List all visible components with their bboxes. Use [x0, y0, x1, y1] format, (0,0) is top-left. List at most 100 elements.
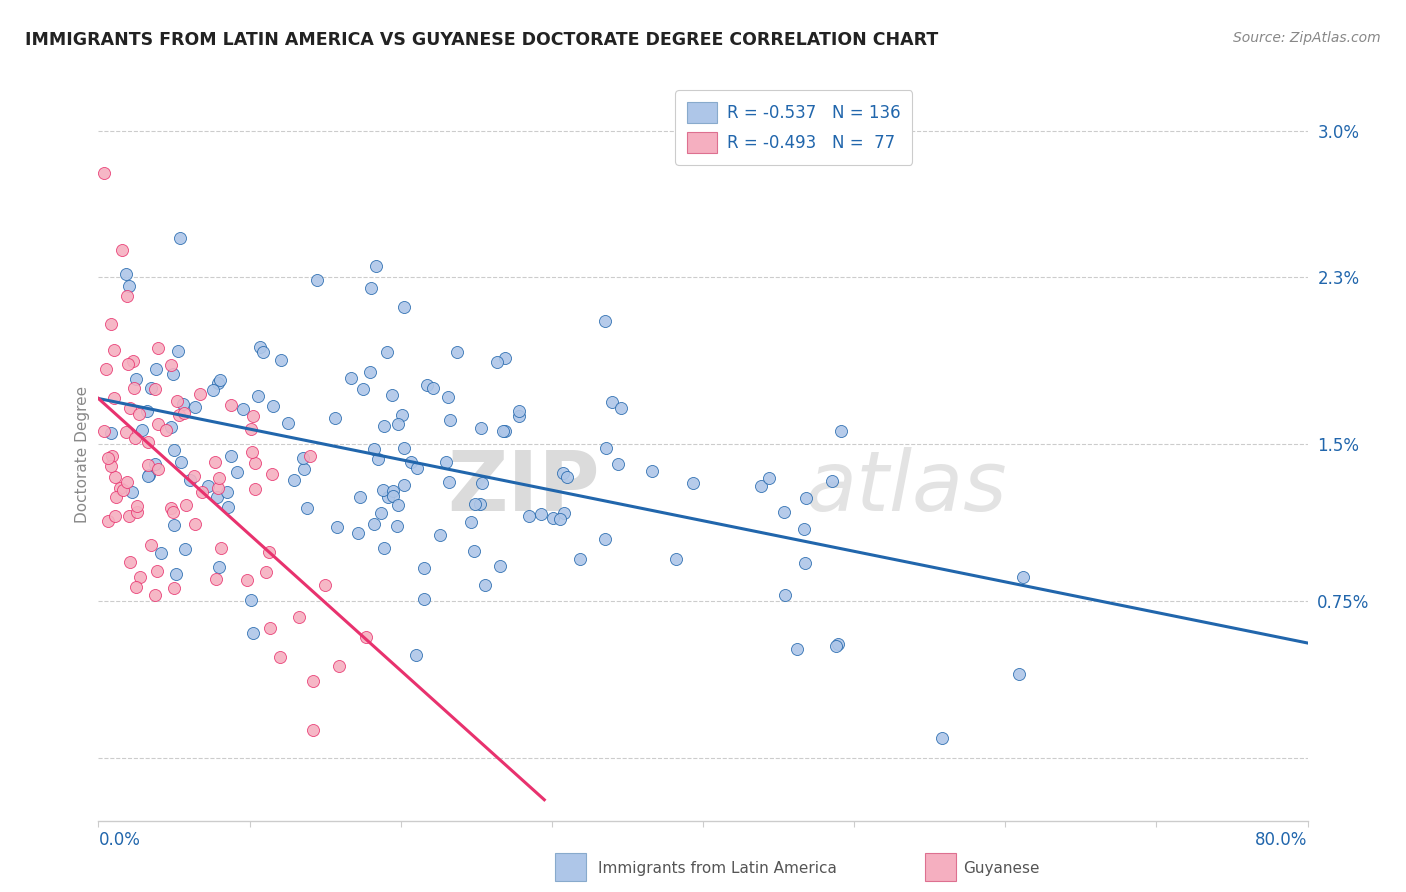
Point — [363, 516, 385, 531]
Point — [277, 417, 299, 431]
Point — [830, 424, 852, 438]
Point — [104, 490, 127, 504]
Point — [121, 354, 143, 368]
Point — [609, 401, 631, 416]
Point — [170, 455, 193, 469]
Point — [226, 465, 249, 479]
Point — [100, 317, 122, 331]
Point — [429, 527, 451, 541]
Text: Immigrants from Latin America: Immigrants from Latin America — [598, 861, 837, 876]
Point — [125, 580, 148, 594]
Point — [148, 461, 170, 475]
Text: IMMIGRANTS FROM LATIN AMERICA VS GUYANESE DOCTORATE DEGREE CORRELATION CHART: IMMIGRANTS FROM LATIN AMERICA VS GUYANES… — [25, 31, 939, 49]
Point — [103, 391, 125, 405]
Point — [381, 388, 404, 402]
Point — [202, 383, 225, 397]
Point — [405, 461, 427, 475]
Point — [184, 400, 207, 414]
Point — [118, 279, 141, 293]
Point — [359, 366, 381, 380]
Point — [97, 514, 120, 528]
Point — [209, 373, 232, 387]
Point — [124, 431, 146, 445]
Point — [305, 273, 328, 287]
Point — [391, 408, 413, 422]
Point — [439, 413, 461, 427]
Point — [167, 408, 190, 422]
Point — [236, 573, 259, 587]
Point — [249, 341, 271, 355]
Point — [131, 424, 153, 438]
Point — [100, 426, 122, 441]
Point — [387, 417, 409, 432]
Point — [595, 532, 617, 546]
Point — [375, 345, 398, 359]
Point — [494, 424, 516, 438]
Point — [125, 505, 148, 519]
Point — [242, 626, 264, 640]
Point — [155, 423, 177, 437]
Point — [204, 573, 226, 587]
Text: atlas: atlas — [806, 447, 1008, 528]
Y-axis label: Doctorate Degree: Doctorate Degree — [75, 386, 90, 524]
Point — [640, 464, 662, 478]
Point — [262, 399, 284, 413]
Point — [145, 362, 167, 376]
Point — [413, 592, 436, 607]
Point — [607, 457, 630, 471]
Point — [163, 581, 186, 595]
Point — [97, 451, 120, 466]
Point — [349, 491, 371, 505]
Point — [352, 382, 374, 396]
Point — [94, 361, 117, 376]
Point — [172, 397, 194, 411]
Text: Source: ZipAtlas.com: Source: ZipAtlas.com — [1233, 31, 1381, 45]
Point — [553, 467, 575, 481]
Point — [548, 512, 571, 526]
Point — [399, 455, 422, 469]
Point — [541, 511, 564, 525]
Point — [103, 343, 125, 357]
Point — [377, 490, 399, 504]
Point — [143, 458, 166, 472]
Point — [174, 498, 197, 512]
Point — [385, 519, 408, 533]
Point — [146, 341, 169, 355]
Point — [262, 467, 284, 482]
Point — [569, 551, 592, 566]
Point — [209, 541, 232, 555]
Point — [242, 409, 264, 423]
Text: 0.0%: 0.0% — [98, 831, 141, 849]
Point — [162, 367, 184, 381]
Point — [392, 441, 415, 455]
Point — [464, 497, 486, 511]
Point — [136, 458, 159, 472]
Point — [354, 630, 377, 644]
Point — [143, 382, 166, 396]
Point — [165, 566, 187, 581]
Point — [243, 482, 266, 496]
Point — [471, 476, 494, 491]
Point — [173, 406, 195, 420]
Point — [101, 450, 124, 464]
Point — [136, 469, 159, 483]
Point — [139, 538, 162, 552]
Point — [302, 723, 325, 738]
Point — [470, 497, 492, 511]
Point — [207, 376, 229, 390]
Point — [240, 593, 263, 607]
Point — [259, 621, 281, 635]
Point — [371, 483, 394, 497]
Point — [416, 377, 439, 392]
Point — [139, 381, 162, 395]
Point — [773, 504, 796, 518]
Point — [314, 578, 336, 592]
Point — [323, 411, 346, 425]
Point — [460, 515, 482, 529]
Point — [162, 443, 184, 458]
Point — [413, 561, 436, 575]
Point — [682, 475, 704, 490]
Point — [128, 570, 150, 584]
Point — [339, 371, 361, 385]
Point — [115, 268, 138, 282]
